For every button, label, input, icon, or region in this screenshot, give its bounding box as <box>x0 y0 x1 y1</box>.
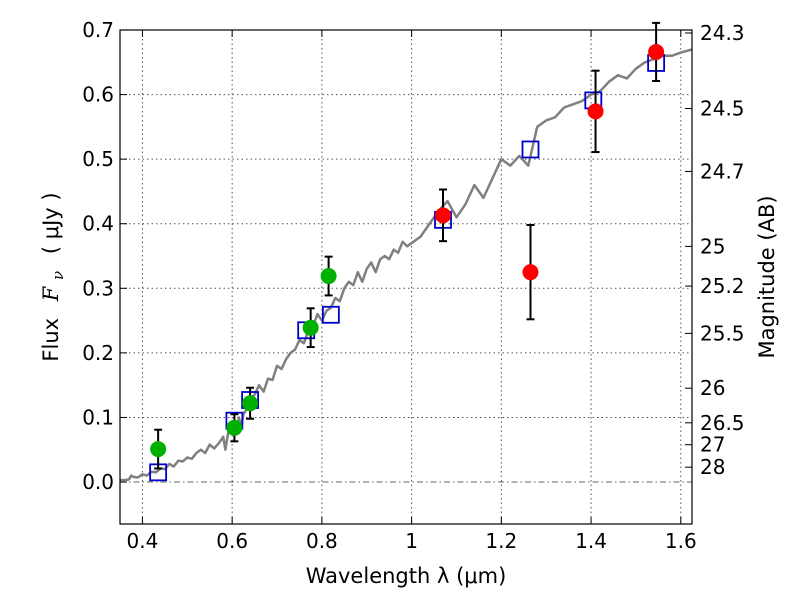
observed-point <box>648 43 665 60</box>
x-tick-label: 1.2 <box>485 529 517 553</box>
observed-point <box>226 419 243 436</box>
x-tick-label: 1.6 <box>665 529 697 553</box>
x-tick-label: 0.6 <box>216 529 248 553</box>
model-point-square <box>321 305 340 324</box>
y-tick-label: 0.2 <box>82 341 114 365</box>
y2-tick-label: 28 <box>700 455 725 479</box>
observed-point <box>522 264 539 281</box>
y2-tick-label: 25.5 <box>700 321 745 345</box>
observed-points <box>150 43 665 458</box>
y2-axis-label: Magnitude (AB) <box>755 195 779 358</box>
plot-frame <box>119 29 693 525</box>
y-axis-label-sub: ν <box>49 271 67 280</box>
model-spectrum-line <box>120 48 693 482</box>
observed-point <box>150 441 167 458</box>
x-tick-label: 1.4 <box>575 529 607 553</box>
observed-point <box>302 319 319 336</box>
y-ticks: 0.0 0.1 0.2 0.3 0.4 0.5 0.6 0.7 <box>82 18 127 494</box>
y-axis-label-unit: ( μJy ) <box>39 192 63 254</box>
observed-point <box>435 207 452 224</box>
y-tick-label: 0.5 <box>82 147 114 171</box>
model-spectrum <box>120 48 693 482</box>
y-axis-label-symbol: F <box>39 285 63 302</box>
y-tick-label: 0.1 <box>82 405 114 429</box>
y2-tick-label: 26.5 <box>700 411 745 435</box>
observed-point <box>320 268 337 285</box>
y-tick-label: 0.4 <box>82 212 114 236</box>
observed-point <box>587 103 604 120</box>
svg-text:Flux F ν ( μ: Flux F ν ( μJy ) <box>39 192 68 361</box>
y-axis-label: Flux F ν ( μJy ) <box>39 192 68 361</box>
x-ticks: 0.4 0.6 0.8 1 1.2 1.4 1.6 <box>127 30 697 553</box>
y2-tick-label: 24.7 <box>700 159 745 183</box>
model-points <box>149 54 666 482</box>
y2-tick-label: 25 <box>700 234 725 258</box>
y-tick-label: 0.3 <box>82 276 114 300</box>
y-axis-label-text: Flux <box>39 318 63 362</box>
x-tick-label: 0.8 <box>306 529 338 553</box>
y2-tick-label: 27 <box>700 433 725 457</box>
y2-tick-label: 26 <box>700 376 725 400</box>
x-tick-label: 0.4 <box>127 529 159 553</box>
y-tick-label: 0.6 <box>82 83 114 107</box>
x-tick-label: 1 <box>405 529 418 553</box>
x-axis-label: Wavelength λ (μm) <box>306 564 507 588</box>
model-point-square <box>521 140 540 159</box>
y2-tick-label: 24.3 <box>700 21 745 45</box>
y2-tick-label: 25.2 <box>700 274 745 298</box>
y-tick-label: 0.0 <box>82 470 114 494</box>
observed-point <box>242 395 259 412</box>
y2-tick-label: 24.5 <box>700 97 745 121</box>
y-tick-label: 0.7 <box>82 18 114 42</box>
